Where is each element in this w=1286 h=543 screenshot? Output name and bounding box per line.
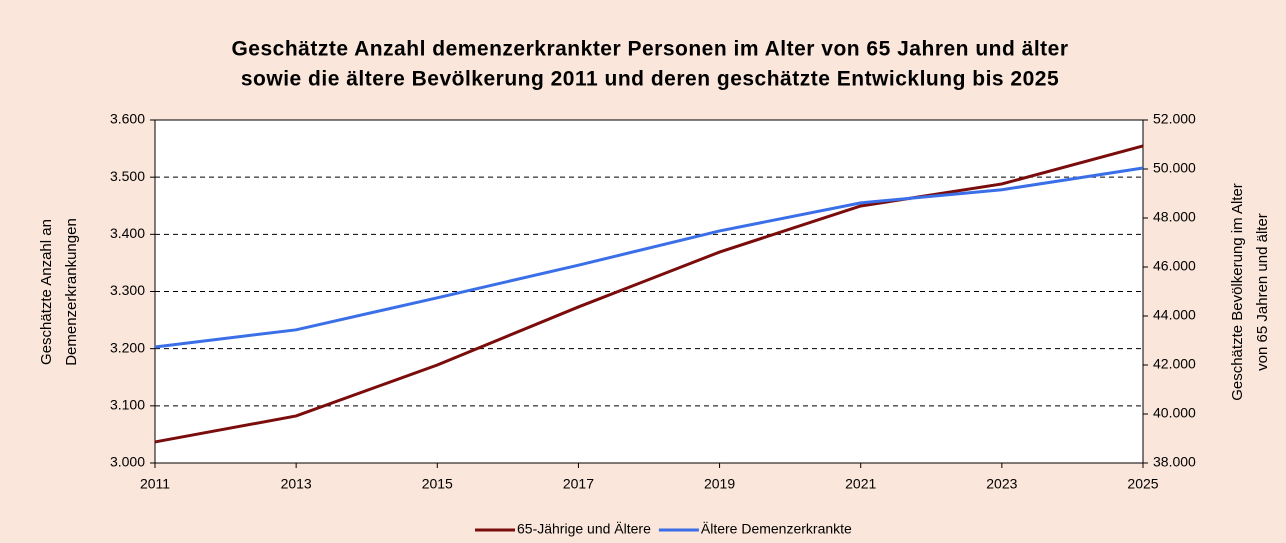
y-tick-label: 3.400 [110,225,145,241]
x-tick-label: 2011 [140,476,170,492]
y-tick-label: 3.300 [110,282,145,298]
y-tick-label: 3.500 [110,168,145,184]
x-tick-label: 2025 [1127,476,1158,492]
series-line [154,144,1144,444]
y2-tick-label: 48.000 [1153,209,1196,225]
series-line [154,166,1144,349]
y2-tick-label: 38.000 [1153,454,1196,470]
y2-tick-label: 42.000 [1153,356,1196,372]
x-tick-label: 2013 [281,476,312,492]
y2-tick-label: 44.000 [1153,307,1196,323]
y-axis-title: Geschätzte Anzahl an [38,219,55,365]
y-axis-title: Demenzerkrankungen [63,218,80,366]
x-tick-label: 2015 [422,476,453,492]
y-tick-label: 3.200 [110,339,145,355]
x-tick-label: 2023 [986,476,1017,492]
legend-label: 65-Jährige und Ältere [517,521,651,537]
y2-tick-label: 46.000 [1153,258,1196,274]
x-tick-label: 2019 [704,476,735,492]
y-tick-label: 3.100 [110,397,145,413]
y2-axis-title: von 65 Jahren und älter [1254,213,1271,371]
legend-label: Ältere Demenzerkrankte [701,521,852,537]
chart-title: sowie die ältere Bevölkerung 2011 und de… [241,68,1059,91]
y2-tick-label: 40.000 [1153,405,1196,421]
y2-axis-title: Geschätzte Bevölkerung im Alter [1229,183,1246,401]
y2-tick-label: 50.000 [1153,160,1196,176]
y-tick-label: 3.600 [110,111,145,127]
y-tick-label: 3.000 [110,454,145,470]
x-tick-label: 2021 [845,476,876,492]
chart-title: Geschätzte Anzahl demenzerkrankter Perso… [231,38,1068,61]
y2-tick-label: 52.000 [1153,111,1196,127]
x-tick-label: 2017 [563,476,594,492]
